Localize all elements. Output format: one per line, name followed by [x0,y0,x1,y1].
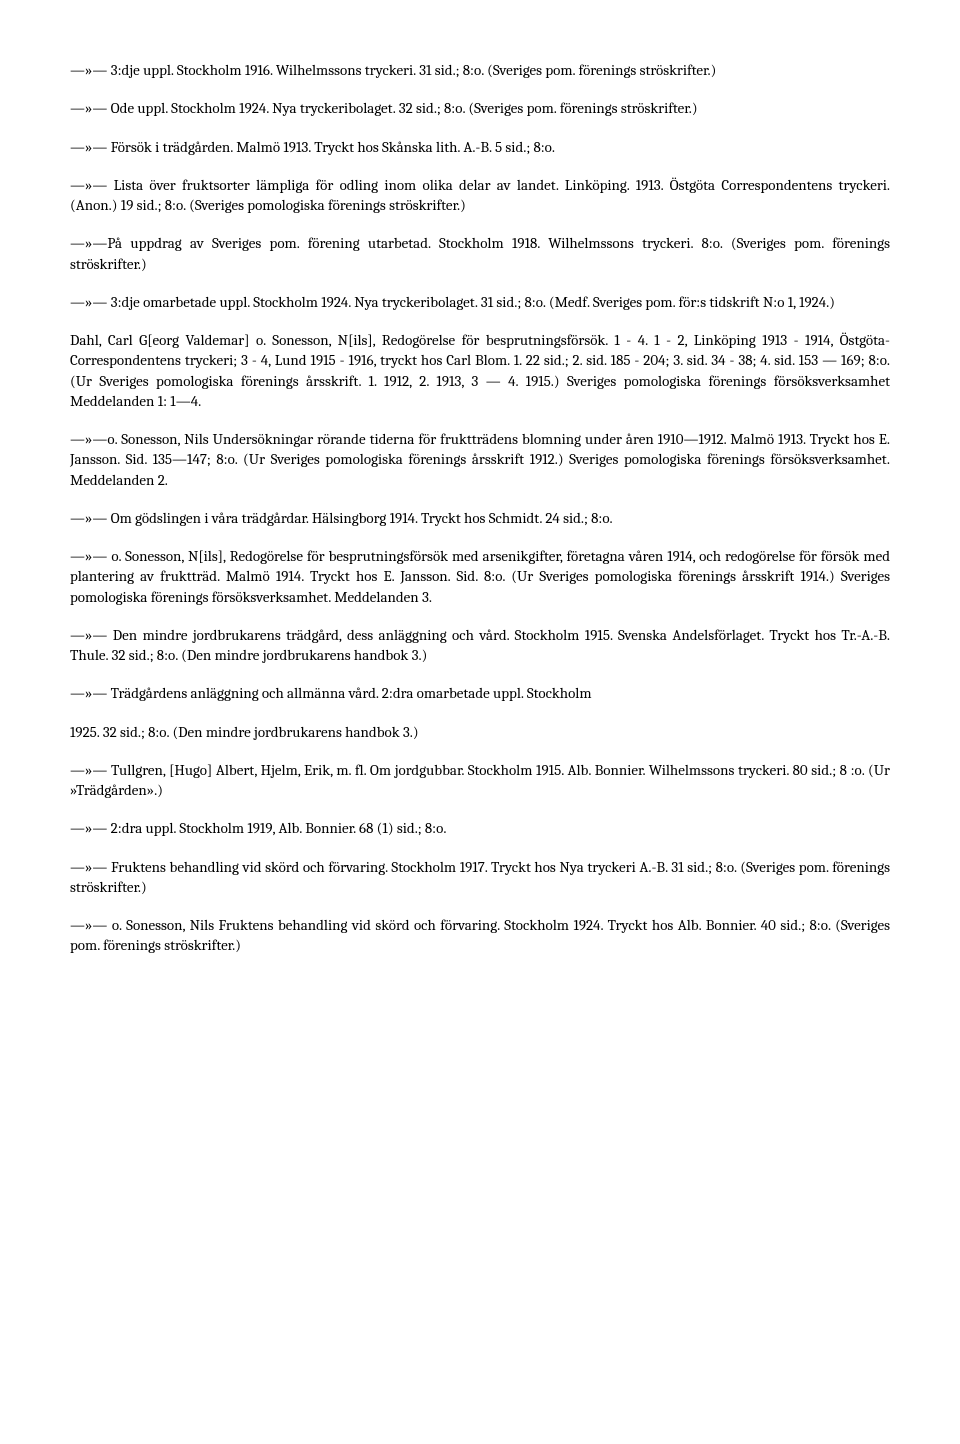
bibliography-entry: —»— o. Sonesson, N[ils], Redogörelse för… [70,546,890,607]
bibliography-entry: —»— 3:dje uppl. Stockholm 1916. Wilhelms… [70,60,890,80]
bibliography-entry: —»— Ode uppl. Stockholm 1924. Nya trycke… [70,98,890,118]
bibliography-entry: —»— Tullgren, [Hugo] Albert, Hjelm, Erik… [70,760,890,801]
bibliography-entry: 1925. 32 sid.; 8:o. (Den mindre jordbruk… [70,722,890,742]
bibliography-entry: —»— Fruktens behandling vid skörd och fö… [70,857,890,898]
bibliography-entry: Dahl, Carl G[eorg Valdemar] o. Sonesson,… [70,330,890,411]
bibliography-entry: —»— Om gödslingen i våra trädgårdar. Häl… [70,508,890,528]
bibliography-entry: —»— Trädgårdens anläggning och allmänna … [70,683,890,703]
bibliography-entry: —»— Lista över fruktsorter lämpliga för … [70,175,890,216]
bibliography-entry: —»— 2:dra uppl. Stockholm 1919, Alb. Bon… [70,818,890,838]
bibliography-entry: —»— Försök i trädgården. Malmö 1913. Try… [70,137,890,157]
bibliography-entry: —»—o. Sonesson, Nils Undersökningar röra… [70,429,890,490]
document-body: —»— 3:dje uppl. Stockholm 1916. Wilhelms… [70,60,890,956]
bibliography-entry: —»— Den mindre jordbrukarens trädgård, d… [70,625,890,666]
bibliography-entry: —»—På uppdrag av Sveriges pom. förening … [70,233,890,274]
bibliography-entry: —»— o. Sonesson, Nils Fruktens behandlin… [70,915,890,956]
bibliography-entry: —»— 3:dje omarbetade uppl. Stockholm 192… [70,292,890,312]
